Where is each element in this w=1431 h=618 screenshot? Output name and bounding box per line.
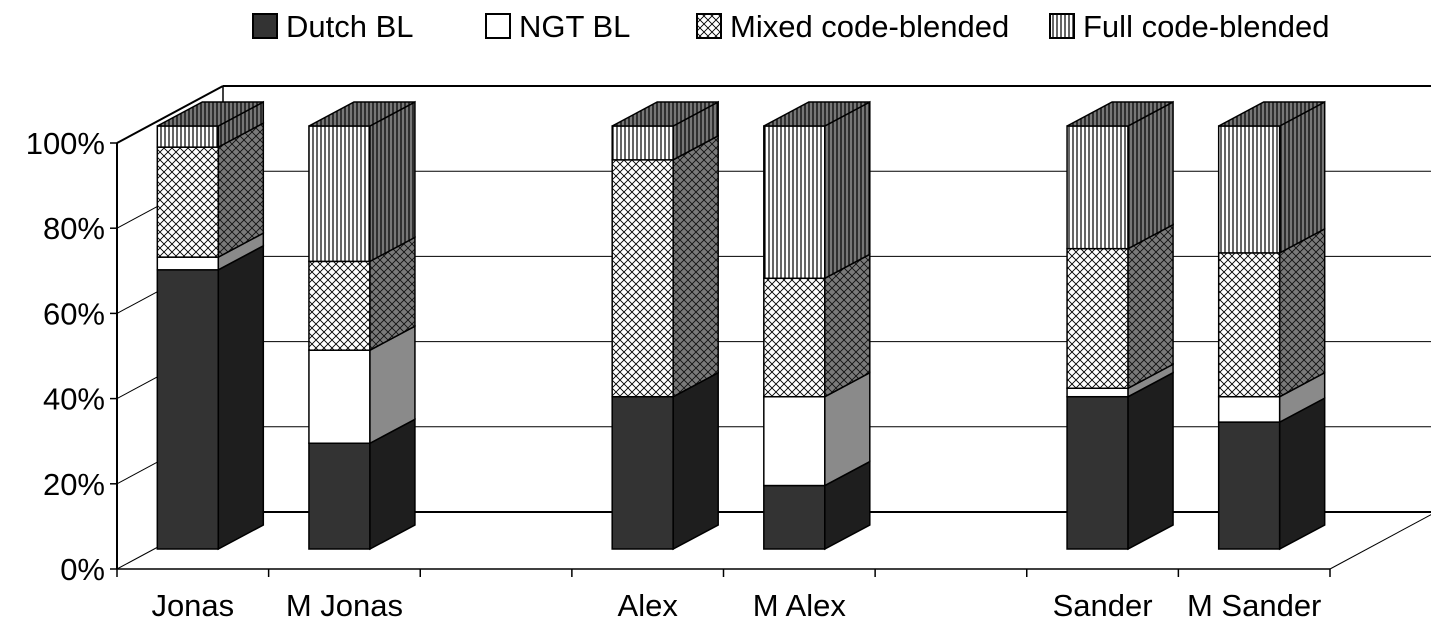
bar-segment bbox=[156, 146, 220, 258]
bar-segment bbox=[1066, 395, 1129, 550]
legend-label: Full code-blended bbox=[1083, 9, 1329, 44]
x-category-label: Sander bbox=[1053, 588, 1153, 618]
bar-segment bbox=[156, 256, 220, 271]
y-tick-label: 100% bbox=[26, 126, 105, 161]
bar-segment bbox=[611, 125, 674, 161]
legend-swatch bbox=[485, 13, 511, 39]
y-tick-label: 40% bbox=[43, 382, 105, 417]
bar-top-face bbox=[611, 101, 719, 127]
x-category-label: M Alex bbox=[753, 588, 847, 618]
legend-item: Dutch BL bbox=[252, 9, 414, 44]
bar-segment-side bbox=[369, 100, 416, 263]
y-tick-label: 60% bbox=[43, 296, 105, 331]
legend-swatch bbox=[696, 13, 722, 39]
legend-label: NGT BL bbox=[519, 9, 630, 44]
bar-top-face bbox=[308, 101, 416, 127]
bar-segment bbox=[156, 269, 220, 550]
bar-segment-side bbox=[1127, 371, 1174, 551]
bar-segment-side bbox=[1127, 100, 1174, 250]
bar-segment bbox=[763, 484, 826, 550]
x-category-label: M Sander bbox=[1187, 588, 1321, 618]
bar-segment bbox=[1066, 125, 1129, 250]
bar-top-face bbox=[1218, 101, 1326, 127]
legend-item: Mixed code-blended bbox=[696, 9, 1009, 44]
bar-segment-side bbox=[1278, 100, 1326, 255]
bar-segment-side bbox=[672, 371, 719, 551]
bar-top-face bbox=[156, 101, 264, 127]
bar-segment-side bbox=[1278, 227, 1326, 398]
floor-right-edge bbox=[1329, 514, 1431, 570]
y-tick-label: 0% bbox=[60, 552, 105, 587]
legend-label: Mixed code-blended bbox=[730, 9, 1009, 44]
bar-segment bbox=[1217, 421, 1281, 550]
bar-segment-side bbox=[672, 134, 719, 398]
bar-segment bbox=[308, 260, 371, 351]
bar-segment-side bbox=[824, 253, 871, 398]
bar-segment-side bbox=[1278, 396, 1326, 551]
bar-segment-side bbox=[217, 244, 265, 551]
bar-segment bbox=[1217, 125, 1281, 254]
bar-segment bbox=[1066, 247, 1129, 390]
bar-segment bbox=[1066, 387, 1129, 398]
y-tick-label: 20% bbox=[43, 467, 105, 502]
bar-segment-side bbox=[824, 100, 871, 280]
legend-swatch bbox=[1049, 13, 1075, 39]
bar-segment bbox=[763, 125, 826, 280]
bar-segment bbox=[308, 442, 371, 550]
bar-segment bbox=[611, 159, 674, 398]
bar-segment bbox=[308, 349, 371, 444]
bar-segment bbox=[1217, 252, 1281, 398]
legend-item: NGT BL bbox=[485, 9, 630, 44]
bar-top-face bbox=[1066, 101, 1174, 127]
x-category-label: Jonas bbox=[151, 588, 234, 618]
legend-swatch bbox=[252, 13, 278, 39]
bar-segment bbox=[611, 395, 674, 550]
bar-segment bbox=[156, 125, 220, 148]
legend-item: Full code-blended bbox=[1049, 9, 1329, 44]
bar-segment bbox=[1217, 395, 1281, 423]
bar-segment bbox=[763, 277, 826, 398]
bar-segment-side bbox=[1127, 223, 1174, 390]
bar-segment bbox=[308, 125, 371, 263]
x-category-label: M Jonas bbox=[286, 588, 403, 618]
legend-label: Dutch BL bbox=[286, 9, 414, 44]
bar-segment bbox=[763, 395, 826, 487]
y-tick-label: 80% bbox=[43, 211, 105, 246]
side-wall-top-edge bbox=[116, 85, 224, 144]
bar-top-face bbox=[763, 101, 871, 127]
x-category-label: Alex bbox=[618, 588, 679, 618]
